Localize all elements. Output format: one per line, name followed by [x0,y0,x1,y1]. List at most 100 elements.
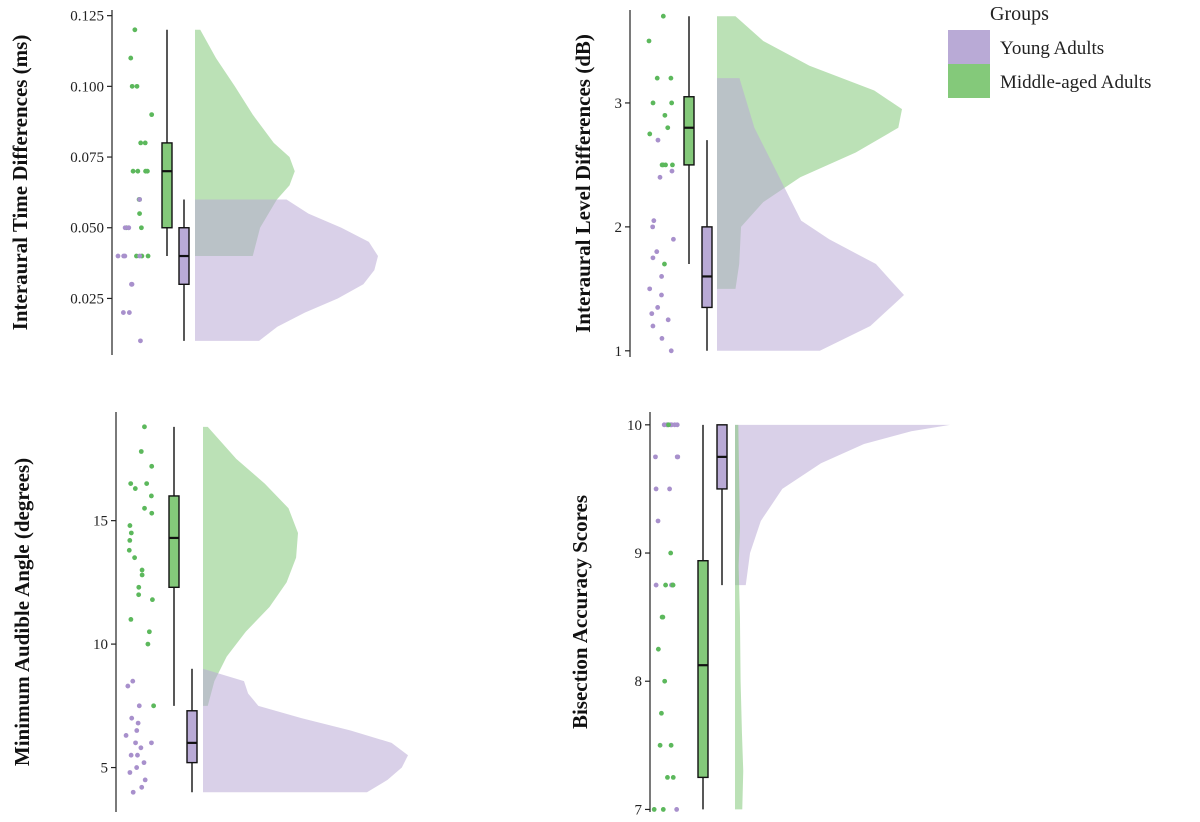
y-tick-label: 9 [635,546,643,562]
data-point-middle [135,168,141,174]
data-point-middle [659,614,665,620]
data-point-young [128,752,134,758]
data-point-young [655,137,661,143]
data-point-middle [669,100,675,106]
density-cloud-middle [735,424,744,810]
y-tick-label: 0.025 [70,291,104,307]
y-tick-label: 0.075 [70,150,104,166]
y-axis-label: Bisection Accuracy Scores [568,495,592,729]
data-point-young [650,255,656,261]
legend: Groups Young Adults Middle-aged Adults [948,3,1151,98]
box-iqr-young [701,226,713,309]
y-tick-label: 0.125 [70,9,104,25]
data-point-young [671,236,676,242]
data-point-middle [146,629,152,635]
data-point-young [665,317,671,323]
data-point-middle [139,567,145,573]
data-point-middle [670,162,675,168]
y-tick-label: 2 [615,220,623,236]
data-point-middle [668,75,674,81]
legend-swatch-middle [948,64,990,98]
legend-title: Groups [990,3,1049,25]
data-point-young [653,454,658,460]
data-point-young [136,703,142,709]
data-point-middle [129,83,135,89]
data-point-middle [650,100,656,106]
data-point-middle [151,703,157,709]
data-point-middle [136,584,142,590]
box-iqr-middle [697,560,709,779]
density-cloud-middle [203,426,298,706]
data-point-young [133,740,138,746]
data-point-middle [138,449,144,454]
density-cloud-middle [717,16,902,289]
data-point-middle [149,510,155,516]
panel-maa: 5 10 15 Minimum Audible Angle (degrees) [10,412,408,812]
data-point-young [655,305,661,310]
data-point-middle [665,125,671,131]
panel-bisection: 7 8 9 10 Bisection Accuracy Scores [568,412,950,818]
data-point-middle [668,550,674,556]
data-point-middle [145,641,151,647]
data-point-middle [128,55,134,61]
data-point-middle [663,582,668,588]
data-point-young [135,720,141,726]
data-point-young [115,253,121,259]
data-point-young [650,224,656,230]
data-point-young [129,715,135,721]
data-point-middle [132,555,137,561]
data-point-young [655,518,661,524]
y-tick-label: 0.050 [70,221,104,237]
box-iqr-middle [168,495,180,589]
data-point-middle [651,807,657,812]
data-point-middle [148,493,154,499]
data-point-middle [655,646,661,652]
data-point-young [130,678,136,684]
legend-swatch-young [948,30,990,64]
data-point-young [134,728,140,733]
data-point-middle [149,112,155,118]
data-point-young [126,225,132,231]
data-point-young [139,784,145,790]
data-point-young [668,348,674,354]
data-point-middle [128,530,134,536]
data-point-young [138,745,144,751]
data-point-middle [149,463,155,469]
data-point-middle [654,75,660,81]
data-point-young [659,274,664,279]
y-axis-label: Interaural Time Differences (ms) [8,35,32,331]
data-point-young [650,323,656,329]
data-point-young [657,174,663,180]
y-tick-label: 5 [101,761,109,777]
data-point-young [659,336,665,341]
data-point-young [674,807,680,812]
y-tick-label: 0.100 [70,79,104,95]
data-point-middle [150,597,155,603]
y-tick-label: 1 [615,344,623,360]
data-point-young [669,168,675,174]
y-axis-label: Interaural Level Differences (dB) [571,34,595,333]
density-cloud-young [195,199,378,341]
data-point-young [651,218,657,224]
data-point-middle [142,505,147,511]
data-point-middle [647,131,653,137]
data-point-young [653,582,659,588]
data-point-middle [143,168,148,174]
data-point-middle [144,481,150,487]
y-tick-label: 10 [93,637,108,653]
data-point-middle [659,710,664,716]
data-point-middle [670,774,676,780]
data-point-middle [665,774,670,780]
y-axis-label: Minimum Audible Angle (degrees) [10,458,34,766]
data-point-middle [659,162,665,168]
legend-label-young: Young Adults [1000,38,1104,59]
data-point-middle [137,211,142,217]
box-iqr-young [186,710,198,764]
data-point-middle [646,38,652,44]
data-point-young [661,422,667,428]
data-point-young [659,292,664,298]
data-point-middle [657,742,663,748]
data-point-middle [132,27,138,33]
data-point-middle [127,523,133,528]
data-point-middle [142,424,147,430]
